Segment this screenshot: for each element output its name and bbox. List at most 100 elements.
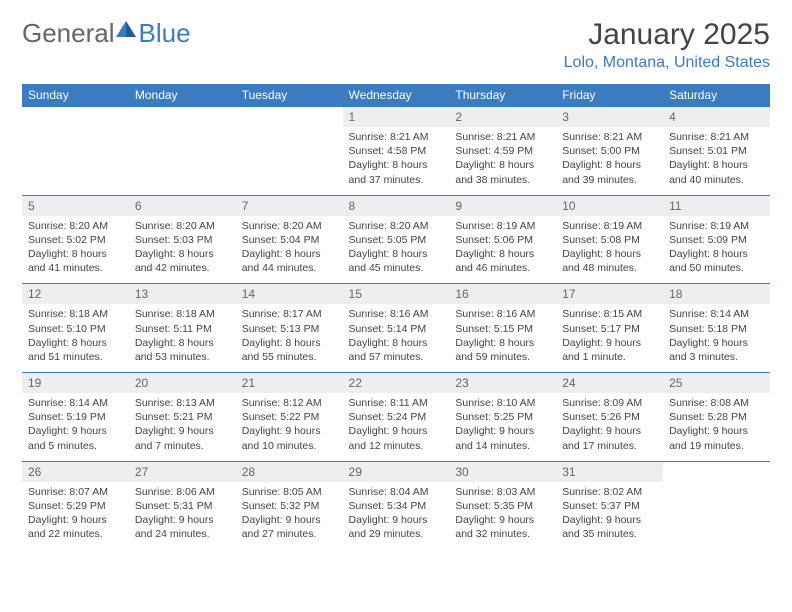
day-content-cell: Sunrise: 8:20 AMSunset: 5:03 PMDaylight:… [129, 216, 236, 284]
day-content-cell [663, 482, 770, 550]
sunrise-line: Sunrise: 8:21 AM [455, 130, 550, 144]
sunrise-line: Sunrise: 8:15 AM [562, 307, 657, 321]
daylight-line: Daylight: 8 hours and 41 minutes. [28, 247, 123, 275]
daylight-line: Daylight: 9 hours and 27 minutes. [242, 513, 337, 541]
day-number-cell [236, 107, 343, 128]
day-content-cell: Sunrise: 8:21 AMSunset: 5:01 PMDaylight:… [663, 127, 770, 195]
logo-text-1: General [22, 18, 115, 49]
daylight-line: Daylight: 8 hours and 55 minutes. [242, 336, 337, 364]
daynum-row: 567891011 [22, 195, 770, 216]
daylight-line: Daylight: 9 hours and 3 minutes. [669, 336, 764, 364]
sunset-line: Sunset: 5:19 PM [28, 410, 123, 424]
sunset-line: Sunset: 5:05 PM [349, 233, 444, 247]
sunset-line: Sunset: 5:09 PM [669, 233, 764, 247]
content-row: Sunrise: 8:21 AM Sunset: 4:58 PM Daylight:… [22, 127, 770, 195]
daylight-line: Daylight: 8 hours and 40 minutes. [669, 158, 764, 186]
location: Lolo, Montana, United States [564, 54, 770, 72]
sunrise-line: Sunrise: 8:18 AM [135, 307, 230, 321]
daylight-line: Daylight: 8 hours and 46 minutes. [455, 247, 550, 275]
sunrise-line: Sunrise: 8:21 AM [562, 130, 657, 144]
day-number-cell: 30 [449, 461, 556, 482]
day-content-cell: Sunrise: 8:10 AMSunset: 5:25 PMDaylight:… [449, 393, 556, 461]
sunrise-line: Sunrise: 8:20 AM [135, 219, 230, 233]
calendar-table: Sunday Monday Tuesday Wednesday Thursday… [22, 84, 770, 550]
sunrise-line: Sunrise: 8:19 AM [669, 219, 764, 233]
day-number-cell: 23 [449, 373, 556, 394]
day-content-cell: Sunrise: 8:09 AMSunset: 5:26 PMDaylight:… [556, 393, 663, 461]
day-content-cell: Sunrise: 8:08 AMSunset: 5:28 PMDaylight:… [663, 393, 770, 461]
daylight-line: Daylight: 9 hours and 32 minutes. [455, 513, 550, 541]
sunset-line: Sunset: 5:26 PM [562, 410, 657, 424]
sunset-line: Sunset: 5:02 PM [28, 233, 123, 247]
day-number-cell: 31 [556, 461, 663, 482]
sunrise-line: Sunrise: 8:19 AM [455, 219, 550, 233]
daylight-line: Daylight: 9 hours and 1 minute. [562, 336, 657, 364]
daylight-line: Daylight: 9 hours and 7 minutes. [135, 424, 230, 452]
sunset-line: Sunset: 5:37 PM [562, 499, 657, 513]
sunset-line: Sunset: 4:58 PM [349, 144, 444, 158]
daylight-line: Daylight: 9 hours and 19 minutes. [669, 424, 764, 452]
logo: General Blue [22, 18, 191, 49]
day-number-cell: 21 [236, 373, 343, 394]
day-number-cell: 25 [663, 373, 770, 394]
month-title: January 2025 [564, 18, 770, 52]
daylight-line: Daylight: 9 hours and 17 minutes. [562, 424, 657, 452]
daynum-row: 262728293031 [22, 461, 770, 482]
sunset-line: Sunset: 5:15 PM [455, 322, 550, 336]
day-content-cell: Sunrise: 8:03 AMSunset: 5:35 PMDaylight:… [449, 482, 556, 550]
day-content-cell: Sunrise: 8:21 AMSunset: 4:59 PMDaylight:… [449, 127, 556, 195]
weekday-header: Thursday [449, 84, 556, 107]
day-number-cell: 6 [129, 195, 236, 216]
daynum-row: 1234 [22, 107, 770, 128]
sunset-line: Sunset: 5:28 PM [669, 410, 764, 424]
daylight-line: Daylight: 8 hours and 50 minutes. [669, 247, 764, 275]
sunset-line: Sunset: 5:24 PM [349, 410, 444, 424]
day-number-cell [663, 461, 770, 482]
weekday-header: Tuesday [236, 84, 343, 107]
day-content-cell: Sunrise: 8:21 AMSunset: 4:58 PMDaylight:… [343, 127, 450, 195]
day-content-cell: Sunrise: 8:02 AMSunset: 5:37 PMDaylight:… [556, 482, 663, 550]
day-number-cell: 8 [343, 195, 450, 216]
day-content-cell: Sunrise: 8:19 AMSunset: 5:09 PMDaylight:… [663, 216, 770, 284]
sunrise-line: Sunrise: 8:16 AM [455, 307, 550, 321]
daylight-line: Daylight: 9 hours and 29 minutes. [349, 513, 444, 541]
day-number-cell: 20 [129, 373, 236, 394]
day-number-cell: 11 [663, 195, 770, 216]
sunset-line: Sunset: 5:29 PM [28, 499, 123, 513]
day-number-cell: 10 [556, 195, 663, 216]
sunrise-line: Sunrise: 8:09 AM [562, 396, 657, 410]
day-number-cell: 27 [129, 461, 236, 482]
sunrise-line: Sunrise: 8:13 AM [135, 396, 230, 410]
sunset-line: Sunset: 5:11 PM [135, 322, 230, 336]
sunset-line: Sunset: 5:03 PM [135, 233, 230, 247]
daylight-line: Daylight: 8 hours and 44 minutes. [242, 247, 337, 275]
sunset-line: Sunset: 5:35 PM [455, 499, 550, 513]
sunset-line: Sunset: 5:04 PM [242, 233, 337, 247]
day-content-cell: Sunrise: 8:18 AMSunset: 5:11 PMDaylight:… [129, 304, 236, 372]
sunrise-line: Sunrise: 8:10 AM [455, 396, 550, 410]
day-content-cell: Sunrise: 8:06 AMSunset: 5:31 PMDaylight:… [129, 482, 236, 550]
daylight-line: Daylight: 8 hours and 57 minutes. [349, 336, 444, 364]
day-content-cell: Sunrise: 8:21 AMSunset: 5:00 PMDaylight:… [556, 127, 663, 195]
day-content-cell [22, 127, 129, 195]
daylight-line: Daylight: 9 hours and 5 minutes. [28, 424, 123, 452]
day-content-cell: Sunrise: 8:07 AMSunset: 5:29 PMDaylight:… [22, 482, 129, 550]
day-number-cell: 26 [22, 461, 129, 482]
day-content-cell: Sunrise: 8:05 AMSunset: 5:32 PMDaylight:… [236, 482, 343, 550]
day-number-cell: 22 [343, 373, 450, 394]
sunset-line: Sunset: 5:25 PM [455, 410, 550, 424]
sunset-line: Sunset: 5:06 PM [455, 233, 550, 247]
day-content-cell: Sunrise: 8:18 AMSunset: 5:10 PMDaylight:… [22, 304, 129, 372]
day-content-cell: Sunrise: 8:19 AMSunset: 5:08 PMDaylight:… [556, 216, 663, 284]
day-number-cell: 5 [22, 195, 129, 216]
content-row: Sunrise: 8:18 AMSunset: 5:10 PMDaylight:… [22, 304, 770, 372]
day-content-cell [236, 127, 343, 195]
sunrise-line: Sunrise: 8:07 AM [28, 485, 123, 499]
sunset-line: Sunset: 5:34 PM [349, 499, 444, 513]
weekday-header: Wednesday [343, 84, 450, 107]
daylight-line: Daylight: 9 hours and 24 minutes. [135, 513, 230, 541]
sunrise-line: Sunrise: 8:06 AM [135, 485, 230, 499]
logo-icon [115, 19, 137, 39]
daylight-line: Daylight: 9 hours and 35 minutes. [562, 513, 657, 541]
header: General Blue January 2025 Lolo, Montana,… [22, 18, 770, 72]
